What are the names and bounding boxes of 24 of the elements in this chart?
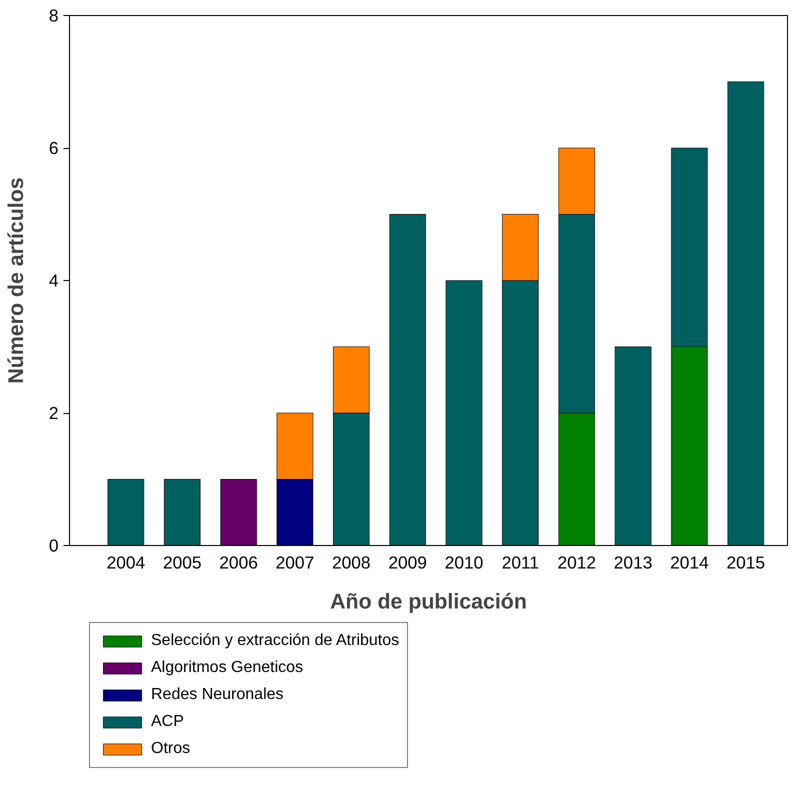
x-tick-label: 2005 (162, 552, 202, 572)
legend-label: ACP (151, 712, 184, 732)
x-tick-label: 2009 (388, 552, 427, 572)
y-tick-label: 6 (48, 138, 59, 158)
x-tick-label: 2012 (557, 552, 596, 572)
x-tick-label: 2004 (106, 552, 146, 572)
x-axis-title: Año de publicación (330, 590, 527, 614)
legend-label: Redes Neuronales (151, 685, 284, 705)
y-tick-label: 0 (48, 536, 59, 556)
x-tick-label: 2011 (502, 552, 539, 572)
y-tick-label: 2 (48, 403, 59, 423)
legend-label: Selección y extracción de Atributos (151, 631, 400, 651)
x-tick-label: 2007 (276, 552, 314, 572)
y-axis-title: Número de artículos (4, 177, 28, 384)
legend-label: Algoritmos Geneticos (151, 658, 304, 678)
x-tick-label: 2015 (726, 552, 766, 572)
x-tick-label: 2008 (332, 552, 371, 572)
x-tick-label: 2006 (219, 552, 258, 572)
legend-label: Otros (151, 739, 190, 759)
y-tick-label: 4 (48, 270, 59, 290)
x-tick-label: 2010 (444, 552, 484, 572)
x-tick-label: 2013 (614, 552, 652, 572)
x-tick-label: 2014 (670, 552, 710, 572)
y-tick-label: 8 (48, 6, 59, 26)
